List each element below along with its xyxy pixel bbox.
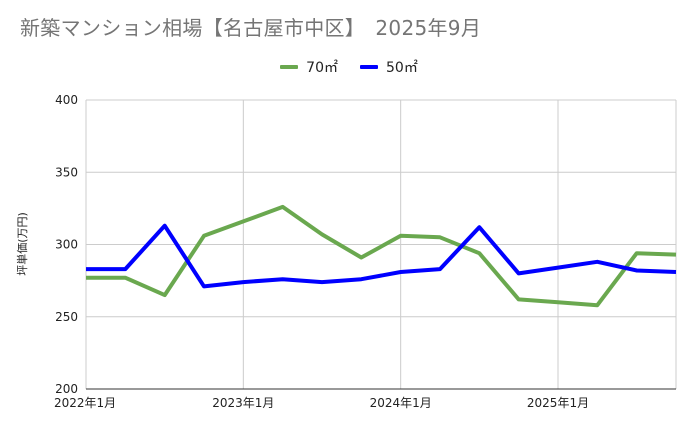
x-tick-label-1: 2023年1月: [212, 396, 274, 410]
legend-item-70[interactable]: 70㎡: [280, 57, 338, 77]
chart-title: 新築マンション相場【名古屋市中区】 2025年9月: [20, 16, 482, 40]
legend-swatch-50: [360, 65, 378, 69]
series-line-1: [86, 223, 677, 289]
x-tick-label-3: 2025年1月: [527, 396, 589, 410]
y-tick-label-350: 350: [55, 165, 78, 179]
y-tick-label-250: 250: [55, 310, 78, 324]
legend-label-50: 50㎡: [386, 60, 418, 76]
legend-label-70: 70㎡: [306, 60, 338, 76]
y-tick-label-200: 200: [55, 382, 78, 396]
x-tick-label-0: 2022年1月: [54, 396, 116, 410]
legend-swatch-70: [280, 65, 299, 69]
legend-item-50[interactable]: 50㎡: [360, 57, 418, 77]
y-tick-label-400: 400: [55, 93, 78, 107]
x-tick-label-2: 2024年1月: [370, 396, 432, 410]
series-line-0: [86, 204, 677, 308]
y-tick-label-300: 300: [55, 238, 78, 252]
legend: 70㎡ 50㎡: [0, 58, 698, 76]
